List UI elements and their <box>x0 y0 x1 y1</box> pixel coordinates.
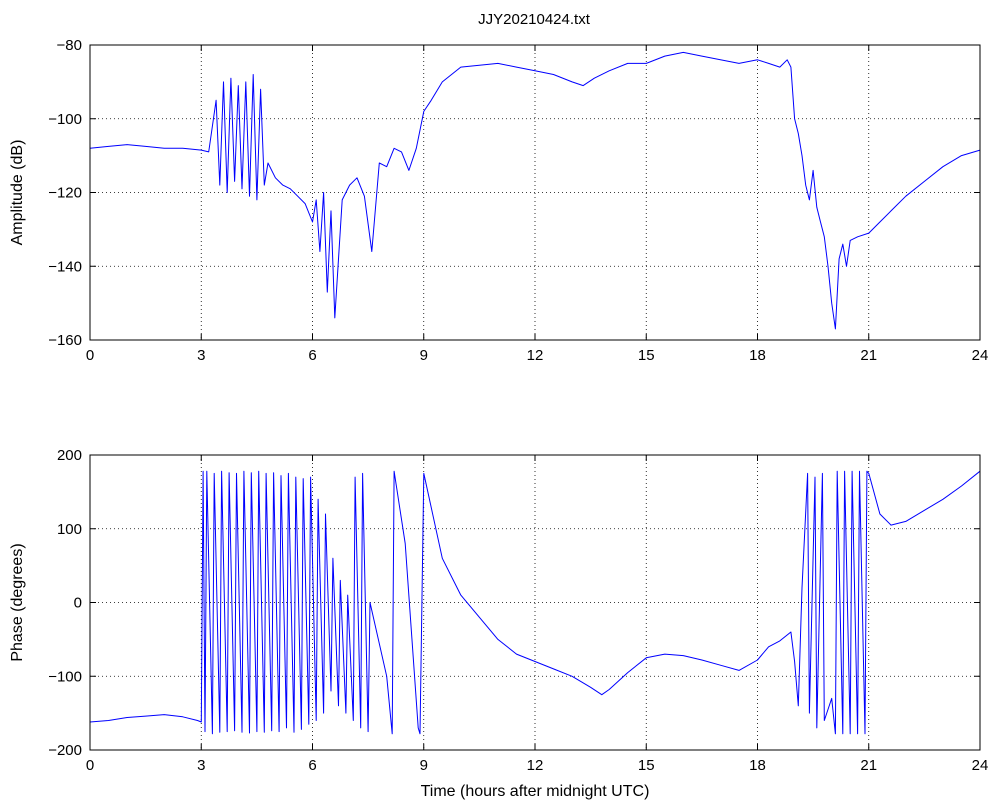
phase-y-tick-label: −100 <box>48 668 82 685</box>
amplitude-x-tick-label: 9 <box>420 347 428 364</box>
phase-x-tick-label: 15 <box>638 757 655 774</box>
phase-y-tick-label: 200 <box>57 447 82 464</box>
amplitude-x-tick-label: 12 <box>527 347 544 364</box>
amplitude-y-tick-label: −160 <box>48 332 82 349</box>
phase-x-tick-label: 3 <box>197 757 205 774</box>
phase-x-tick-label: 6 <box>308 757 316 774</box>
figure-title: JJY20210424.txt <box>478 11 591 28</box>
phase-x-tick-label: 18 <box>749 757 766 774</box>
phase-x-tick-label: 21 <box>860 757 877 774</box>
phase-x-tick-label: 12 <box>527 757 544 774</box>
amplitude-y-tick-label: −140 <box>48 258 82 275</box>
phase-y-tick-label: 100 <box>57 521 82 538</box>
phase-axes: 0 3 6 9 12 15 18 21 24 −200 −100 0 100 200 Phase (degr… <box>9 447 988 800</box>
phase-x-axis-label: Time (hours after midnight UTC) <box>421 783 650 800</box>
amplitude-x-tick-label: 3 <box>197 347 205 364</box>
amplitude-x-tick-label: 24 <box>972 347 989 364</box>
amplitude-x-tick-label: 18 <box>749 347 766 364</box>
amplitude-x-tick-label: 15 <box>638 347 655 364</box>
amplitude-y-axis-label: Amplitude (dB) <box>9 140 26 246</box>
phase-y-tick-label: −200 <box>48 742 82 759</box>
amplitude-y-tick-label: −100 <box>48 111 82 128</box>
amplitude-x-tick-label: 6 <box>308 347 316 364</box>
phase-y-tick-label: 0 <box>74 595 82 612</box>
amplitude-x-tick-label: 21 <box>860 347 877 364</box>
amplitude-y-tick-label: −80 <box>57 37 82 54</box>
phase-y-axis-label: Phase (degrees) <box>9 543 26 661</box>
phase-x-tick-label: 0 <box>86 757 94 774</box>
amplitude-y-tick-label: −120 <box>48 185 82 202</box>
amplitude-series-line <box>89 51 981 330</box>
amplitude-x-tick-label: 0 <box>86 347 94 364</box>
phase-series-line <box>89 470 981 735</box>
phase-x-tick-label: 9 <box>420 757 428 774</box>
phase-x-tick-label: 24 <box>972 757 989 774</box>
amplitude-axes: 0 3 6 9 12 15 18 21 24 −160 −140 −120 −100 −80 Amplitu… <box>9 37 988 364</box>
